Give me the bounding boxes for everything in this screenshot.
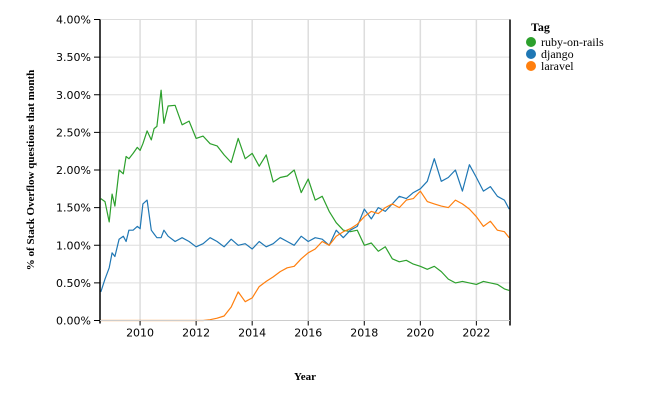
- y-tick-label: 3.50%: [56, 51, 91, 64]
- gridlines: [100, 19, 510, 321]
- x-tick-label: 2010: [126, 327, 154, 340]
- legend-label-ruby-on-rails: ruby-on-rails: [541, 35, 604, 49]
- series-line-laravel: [100, 190, 510, 322]
- legend-swatch-django: [526, 49, 536, 59]
- y-tick-label: 0.00%: [56, 315, 91, 328]
- series-line-ruby-on-rails: [100, 89, 510, 291]
- legend-label-django: django: [541, 47, 574, 61]
- legend-label-laravel: laravel: [541, 59, 574, 73]
- y-tick-label: 2.50%: [56, 126, 91, 139]
- y-axis-title: % of Stack Overflow questions that month: [25, 70, 37, 270]
- y-tick-label: 1.00%: [56, 239, 91, 252]
- x-tick-label: 2012: [182, 327, 210, 340]
- axes: 0.00% 0.50% 1.00% 1.50% 2.00% 2.50% 3.00% 3.50%…: [56, 14, 511, 340]
- y-tick-label: 0.50%: [56, 277, 91, 290]
- y-tick-label: 2.00%: [56, 164, 91, 177]
- x-tick-label: 2014: [238, 327, 266, 340]
- series-line-django: [100, 158, 510, 293]
- y-tick-label: 4.00%: [56, 14, 91, 27]
- x-axis-title: Year: [294, 371, 316, 383]
- legend-swatch-ruby-on-rails: [526, 37, 536, 47]
- legend-swatch-laravel: [526, 61, 536, 71]
- x-tick-label: 2016: [294, 327, 322, 340]
- series-lines: [100, 89, 510, 322]
- x-tick-label: 2018: [350, 327, 378, 340]
- x-tick-label: 2022: [462, 327, 490, 340]
- y-tick-label: 1.50%: [56, 202, 91, 215]
- legend-title: Tag: [531, 20, 550, 34]
- x-tick-label: 2020: [406, 327, 434, 340]
- y-tick-label: 3.00%: [56, 89, 91, 102]
